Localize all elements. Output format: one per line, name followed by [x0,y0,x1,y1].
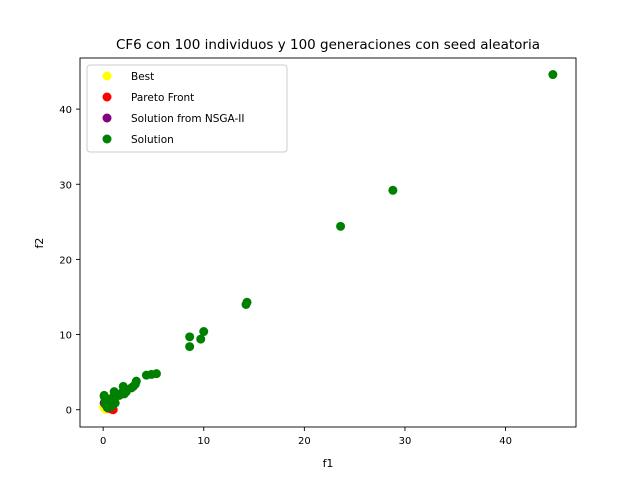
y-tick-label: 10 [59,331,72,342]
points-layer [99,70,558,415]
chart-title: CF6 con 100 individuos y 100 generacione… [116,37,540,53]
y-tick-label: 0 [66,406,72,417]
x-tick-label: 30 [399,436,412,447]
y-tick-label: 40 [59,105,72,116]
point-solution [141,370,151,380]
point-solution [185,342,195,352]
legend-label-best: Best [131,71,154,83]
point-solution [548,70,558,80]
point-solution [196,334,206,344]
x-tick-label: 40 [499,436,512,447]
point-solution [100,399,110,409]
legend: Best Pareto Front Solution from NSGA-II … [86,64,288,153]
point-solution [185,332,195,342]
legend-box [86,64,288,153]
x-tick-label: 10 [197,436,210,447]
legend-label-solution: Solution [131,134,174,146]
point-solution [241,300,251,310]
legend-label-nsga-ii: Solution from NSGA-II [131,113,244,125]
point-solution [199,327,209,337]
plot-area-frame [79,57,577,428]
y-tick-label: 20 [59,255,72,266]
y-axis-label: f2 [33,238,46,249]
point-solution [99,390,109,400]
legend-marker-pareto-front [102,92,112,102]
ticks-layer: 0 10 20 30 40 0 10 20 30 40 [59,105,512,447]
legend-marker-best [102,71,112,81]
x-axis-label: f1 [323,457,334,470]
x-tick-label: 0 [100,436,106,447]
legend-label-pareto-front: Pareto Front [131,92,194,104]
y-tick-label: 30 [59,180,72,191]
point-solution [388,185,398,195]
x-tick-label: 20 [298,436,311,447]
legend-marker-nsga-ii [102,113,112,123]
point-solution [336,221,346,231]
legend-marker-solution [102,134,112,144]
